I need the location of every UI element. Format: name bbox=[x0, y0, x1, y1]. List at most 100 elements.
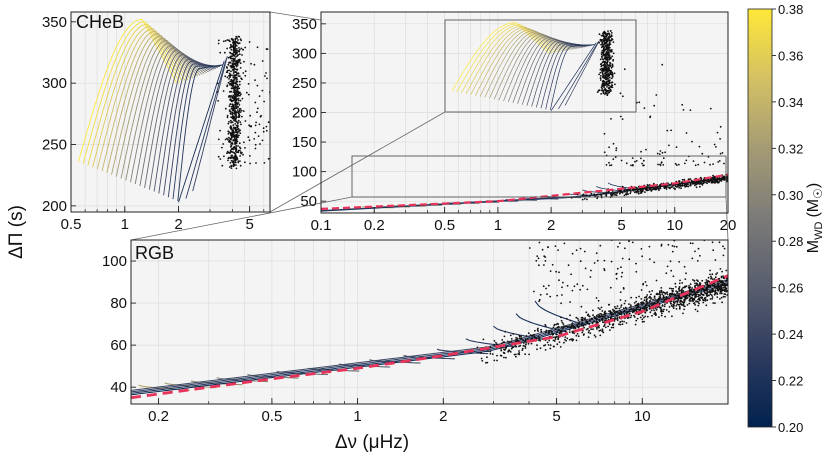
rgb-star bbox=[678, 308, 681, 310]
outlier-star bbox=[709, 107, 712, 110]
cheb-star bbox=[237, 160, 240, 163]
rgb-star bbox=[544, 331, 547, 334]
rgb-star bbox=[624, 188, 626, 190]
cheb-star bbox=[231, 161, 234, 164]
cheb-star bbox=[227, 56, 230, 59]
rgb-star bbox=[554, 327, 557, 330]
rgb-star bbox=[657, 185, 660, 188]
cheb-star bbox=[601, 89, 603, 92]
cheb-star bbox=[217, 138, 220, 141]
cheb-star bbox=[233, 108, 236, 110]
rgb-star bbox=[600, 193, 602, 196]
rgb-star bbox=[504, 346, 507, 349]
cheb-star bbox=[259, 143, 261, 145]
rgb-star bbox=[668, 186, 670, 189]
rgb-star bbox=[604, 326, 607, 329]
rgb-star bbox=[711, 241, 714, 244]
outlier-star bbox=[610, 164, 613, 167]
rgb-star bbox=[668, 310, 670, 313]
rgb-star bbox=[712, 278, 714, 281]
rgb-star bbox=[650, 293, 652, 296]
cheb-star bbox=[607, 87, 610, 90]
rgb-star bbox=[667, 243, 670, 246]
rgb-star bbox=[707, 291, 709, 293]
rgb-star bbox=[542, 285, 545, 288]
rgb-star bbox=[549, 295, 552, 298]
rgb-star bbox=[635, 270, 638, 273]
rgb-star bbox=[663, 299, 666, 301]
rgb-star bbox=[496, 359, 498, 362]
rgb-star bbox=[527, 332, 530, 335]
rgb-star bbox=[702, 299, 704, 301]
rgb-star bbox=[644, 315, 647, 318]
cheb-star bbox=[604, 75, 607, 78]
rgb-star bbox=[575, 249, 578, 252]
cheb-star bbox=[239, 67, 242, 69]
cheb-star bbox=[607, 48, 610, 51]
cheb-track bbox=[465, 25, 558, 95]
cheb-star bbox=[598, 73, 600, 76]
rgb-star bbox=[680, 187, 682, 190]
rgb-star bbox=[553, 336, 555, 339]
outlier-star bbox=[689, 109, 692, 111]
cheb-star bbox=[233, 138, 236, 140]
rgb-star bbox=[700, 177, 703, 180]
rgb-star bbox=[558, 341, 561, 343]
rgb-star bbox=[719, 298, 721, 300]
rgb-star bbox=[614, 307, 617, 310]
rgb-star bbox=[722, 295, 725, 298]
rgb-star bbox=[567, 264, 570, 267]
cheb-star bbox=[608, 54, 611, 57]
rgb-star bbox=[563, 341, 565, 344]
cheb-star bbox=[228, 39, 231, 42]
rgb-star bbox=[588, 315, 591, 318]
rgb-star bbox=[637, 192, 640, 195]
cheb-star bbox=[227, 96, 230, 98]
cheb-star bbox=[238, 87, 241, 90]
rgb-star bbox=[644, 191, 646, 194]
rgb-star bbox=[705, 283, 707, 286]
cheb-star bbox=[229, 161, 232, 164]
rgb-star bbox=[603, 268, 606, 270]
rgb-star bbox=[614, 194, 616, 196]
rgb-star bbox=[610, 326, 613, 329]
rgb-star bbox=[502, 341, 505, 343]
rgb-star bbox=[719, 292, 721, 295]
outlier-star bbox=[685, 159, 688, 162]
cheb-star bbox=[232, 115, 234, 117]
rgb-star bbox=[679, 301, 681, 303]
rgb-star bbox=[518, 352, 521, 354]
rgb-star bbox=[723, 178, 726, 181]
rgb-star bbox=[647, 184, 650, 187]
rgb-star bbox=[709, 269, 711, 272]
rgb-star bbox=[694, 284, 697, 287]
rgb-star bbox=[620, 304, 623, 307]
cheb-star bbox=[236, 140, 239, 143]
rgb-star bbox=[600, 306, 603, 309]
rgb-star bbox=[628, 303, 630, 305]
y-tick-label: 100 bbox=[102, 253, 127, 270]
rgb-star bbox=[537, 330, 539, 332]
rgb-star bbox=[595, 320, 598, 323]
cheb-star bbox=[233, 110, 236, 113]
rgb-star bbox=[556, 331, 559, 333]
rgb-star bbox=[694, 184, 696, 187]
outlier-star bbox=[635, 160, 638, 162]
rgb-star bbox=[637, 306, 639, 309]
rgb-star bbox=[524, 353, 527, 356]
cheb-star bbox=[609, 65, 612, 67]
rgb-star bbox=[635, 319, 638, 322]
outlier-star bbox=[642, 159, 645, 162]
cheb-star bbox=[603, 54, 606, 57]
rgb-star bbox=[619, 310, 622, 312]
rgb-star bbox=[624, 306, 627, 309]
cheb-star bbox=[231, 133, 234, 136]
rgb-star bbox=[604, 315, 607, 317]
cheb-star bbox=[234, 74, 236, 77]
rgb-star bbox=[695, 300, 697, 302]
cheb-track bbox=[167, 63, 220, 198]
cheb-star bbox=[233, 79, 235, 82]
colorbar-label-unit: (M bbox=[805, 199, 822, 218]
rgb-star bbox=[524, 345, 527, 348]
